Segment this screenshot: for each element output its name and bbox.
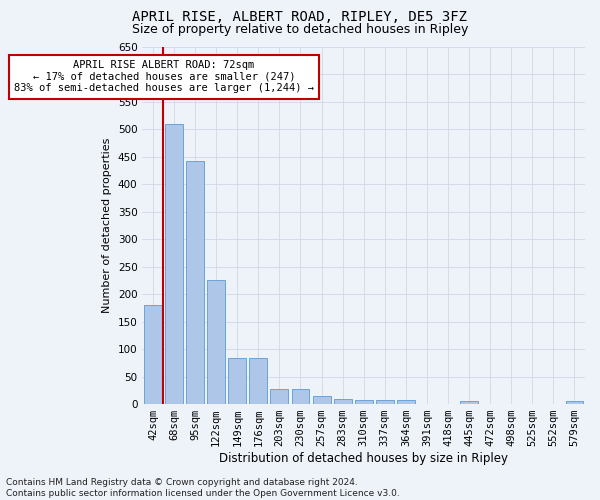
Bar — [376, 400, 394, 404]
Y-axis label: Number of detached properties: Number of detached properties — [102, 138, 112, 313]
Bar — [460, 402, 478, 404]
Text: APRIL RISE, ALBERT ROAD, RIPLEY, DE5 3FZ: APRIL RISE, ALBERT ROAD, RIPLEY, DE5 3FZ — [133, 10, 467, 24]
Bar — [313, 396, 331, 404]
Bar — [250, 358, 267, 404]
Bar — [355, 400, 373, 404]
Bar — [271, 388, 289, 404]
Bar — [186, 161, 204, 404]
Bar — [228, 358, 246, 404]
Bar — [165, 124, 183, 404]
Text: APRIL RISE ALBERT ROAD: 72sqm
← 17% of detached houses are smaller (247)
83% of : APRIL RISE ALBERT ROAD: 72sqm ← 17% of d… — [14, 60, 314, 94]
Bar — [144, 305, 162, 404]
Bar — [334, 398, 352, 404]
Text: Size of property relative to detached houses in Ripley: Size of property relative to detached ho… — [132, 22, 468, 36]
Bar — [292, 388, 310, 404]
Bar — [397, 400, 415, 404]
Bar — [566, 402, 583, 404]
Bar — [207, 280, 225, 404]
Text: Contains HM Land Registry data © Crown copyright and database right 2024.
Contai: Contains HM Land Registry data © Crown c… — [6, 478, 400, 498]
X-axis label: Distribution of detached houses by size in Ripley: Distribution of detached houses by size … — [219, 452, 508, 465]
